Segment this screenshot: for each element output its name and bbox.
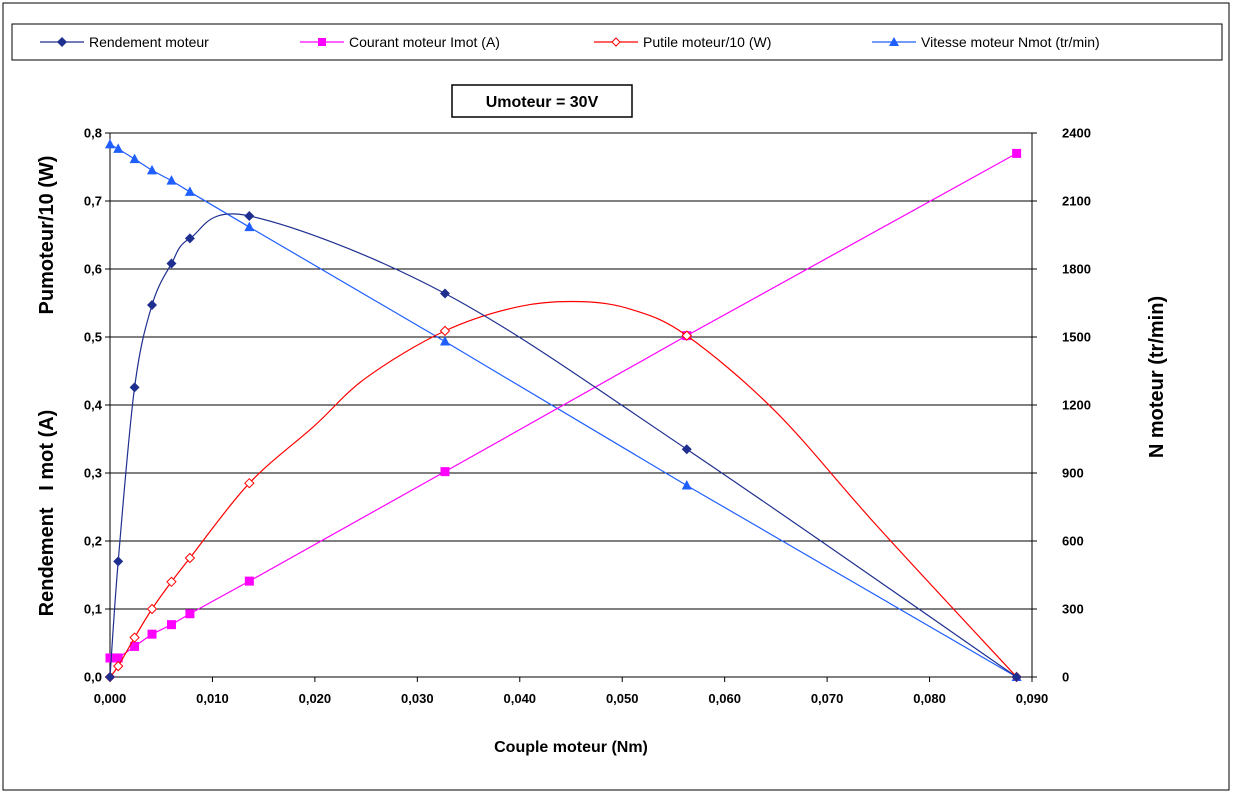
- data-point: [147, 164, 158, 175]
- series-2: [104, 300, 1022, 683]
- y-right-tick-label: 900: [1062, 466, 1084, 481]
- legend-label-courant: Courant moteur Imot (A): [349, 34, 500, 50]
- data-point: [130, 641, 140, 651]
- data-point: [129, 632, 140, 643]
- data-point: [113, 556, 124, 567]
- y-left-tick-label: 0,6: [84, 262, 102, 277]
- y-left-tick-label: 0,5: [84, 330, 102, 345]
- data-point: [244, 576, 254, 586]
- annotation-frame: [451, 84, 633, 118]
- data-point: [129, 382, 140, 393]
- legend-marker-rendement: [57, 37, 67, 47]
- data-point: [244, 210, 255, 221]
- y-left-axis-title-top: Pumoteur/10 (W): [36, 156, 58, 315]
- data-point: [129, 153, 140, 164]
- x-tick-label: 0,060: [708, 691, 741, 706]
- legend-marker-putile: [611, 37, 621, 47]
- data-point: [440, 467, 450, 477]
- y-left-tick-label: 0,4: [84, 398, 103, 413]
- legend-label-putile: Putile moteur/10 (W): [643, 34, 771, 50]
- x-tick-label: 0,030: [401, 691, 434, 706]
- legend-label-vitesse: Vitesse moteur Nmot (tr/min): [921, 34, 1100, 50]
- y-left-tick-label: 0,3: [84, 466, 102, 481]
- data-point: [439, 288, 450, 299]
- x-tick-label: 0,070: [811, 691, 844, 706]
- data-point: [113, 143, 124, 153]
- data-point: [105, 672, 115, 682]
- data-point: [166, 576, 177, 588]
- legend-marker-vitesse: [889, 37, 899, 46]
- y-left-tick-label: 0,1: [84, 602, 102, 617]
- legend-item-vitesse: Vitesse moteur Nmot (tr/min): [872, 34, 1100, 50]
- annotation-text: Umoteur = 30V: [486, 94, 599, 111]
- x-tick-label: 0,080: [913, 691, 946, 706]
- y-right-tick-label: 2100: [1062, 194, 1091, 209]
- y-left-tick-label: 0,2: [84, 534, 102, 549]
- legend: Rendement moteur Courant moteur Imot (A)…: [11, 23, 1223, 61]
- y-right-tick-label: 0: [1062, 670, 1069, 685]
- y-left-tick-label: 0,8: [84, 126, 102, 141]
- y-right-tick-label: 1500: [1062, 330, 1091, 345]
- y-right-tick-label: 600: [1062, 534, 1084, 549]
- y-left-tick-label: 0,7: [84, 194, 102, 209]
- data-point: [1012, 148, 1022, 158]
- series-0: [105, 210, 1022, 682]
- y-left-axis-title-bottom: Rendement I mot (A): [36, 410, 58, 617]
- data-point: [184, 552, 196, 564]
- data-point: [244, 221, 255, 232]
- data-point: [439, 325, 451, 337]
- x-tick-label: 0,040: [504, 691, 537, 706]
- data-point: [112, 660, 124, 672]
- legend-label-rendement: Rendement moteur: [89, 34, 209, 50]
- y-right-tick-label: 1800: [1062, 262, 1091, 277]
- data-point: [184, 233, 195, 244]
- data-point: [166, 258, 177, 269]
- x-tick-label: 0,010: [196, 691, 229, 706]
- data-point: [113, 653, 123, 663]
- x-axis-title: Couple moteur (Nm): [494, 739, 648, 756]
- data-point: [105, 653, 115, 663]
- series-layer: [104, 138, 1022, 683]
- data-point: [1011, 672, 1022, 682]
- legend-marker-courant: [318, 38, 326, 46]
- series-line: [109, 143, 1017, 678]
- data-point: [681, 444, 692, 455]
- data-point: [147, 300, 158, 311]
- x-tick-label: 0,020: [299, 691, 332, 706]
- y-right-tick-label: 1200: [1062, 398, 1091, 413]
- x-tick-label: 0,050: [606, 691, 639, 706]
- y-left-tick-label: 0,0: [84, 670, 102, 685]
- y-right-tick-label: 2400: [1062, 126, 1091, 141]
- data-point: [185, 609, 195, 619]
- annotation-box: Umoteur = 30V: [451, 84, 633, 118]
- y-right-axis-title: N moteur (tr/min): [1146, 296, 1168, 458]
- legend-item-putile: Putile moteur/10 (W): [594, 34, 771, 50]
- data-point: [147, 629, 157, 639]
- data-point: [681, 330, 692, 341]
- data-point: [681, 479, 692, 490]
- legend-item-rendement: Rendement moteur: [40, 34, 209, 50]
- x-tick-label: 0,000: [94, 691, 127, 706]
- data-point: [166, 175, 177, 185]
- data-point: [166, 620, 176, 630]
- grid-layer: [110, 132, 1032, 610]
- data-point: [146, 603, 158, 615]
- data-point: [184, 186, 195, 196]
- ticks-layer: 0,0 0,1 0,2 0,3 0,4 0,5 0,6 0,7 0,8 0 300 600 900 120…: [84, 126, 1091, 707]
- legend-item-courant: Courant moteur Imot (A): [300, 34, 500, 50]
- data-point: [105, 138, 115, 149]
- x-tick-label: 0,090: [1016, 691, 1049, 706]
- data-point: [439, 336, 450, 346]
- data-point: [244, 477, 255, 489]
- y-right-tick-label: 300: [1062, 602, 1084, 617]
